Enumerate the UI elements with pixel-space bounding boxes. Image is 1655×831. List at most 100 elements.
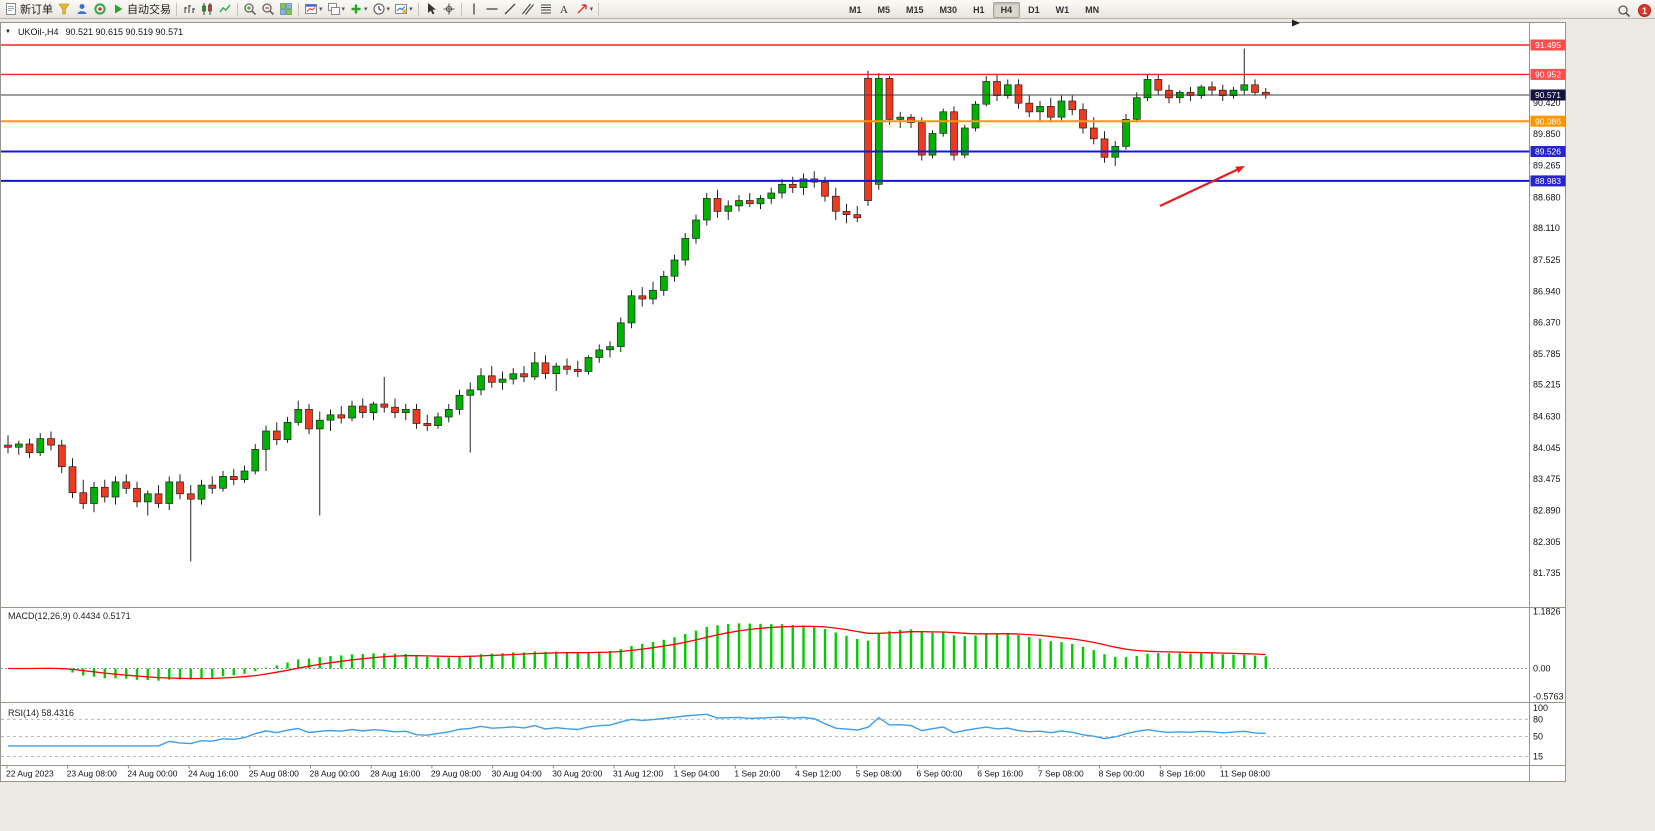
new-order-icon <box>4 2 18 16</box>
new-chart-button[interactable]: ▾ <box>302 1 325 18</box>
svg-text:1 Sep 20:00: 1 Sep 20:00 <box>734 769 780 779</box>
toolbar-separator <box>598 2 600 16</box>
channel-button[interactable] <box>519 1 537 18</box>
new-order-button[interactable]: 新订单 <box>2 1 55 18</box>
svg-text:24 Aug 16:00: 24 Aug 16:00 <box>188 769 238 779</box>
hline-icon <box>485 2 499 16</box>
svg-text:88.680: 88.680 <box>1533 192 1561 202</box>
svg-text:4 Sep 12:00: 4 Sep 12:00 <box>795 769 841 779</box>
favorites-button[interactable] <box>55 1 73 18</box>
chart-title: ▼ UKOil-,H4 90.521 90.615 90.519 90.571 <box>5 27 183 37</box>
svg-text:82.305: 82.305 <box>1533 537 1561 547</box>
templates-button[interactable]: ▾ <box>392 1 415 18</box>
svg-text:5 Sep 08:00: 5 Sep 08:00 <box>856 769 902 779</box>
favorites-icon <box>57 2 71 16</box>
chart-profiles-button[interactable]: ▾ <box>325 1 348 18</box>
profile-button[interactable] <box>73 1 91 18</box>
svg-text:0.00: 0.00 <box>1533 664 1551 674</box>
timeframe-h1[interactable]: H1 <box>973 5 985 15</box>
fibonacci-button[interactable] <box>537 1 555 18</box>
horizontal-line-button[interactable] <box>483 1 501 18</box>
cursor-button[interactable] <box>422 1 440 18</box>
price-lines-layer[interactable]: 91.495 90.952 90.571 90.086 89.526 88.983 <box>1 39 1566 187</box>
svg-text:22 Aug 2023: 22 Aug 2023 <box>6 769 54 779</box>
trendline-button[interactable] <box>501 1 519 18</box>
arrows-tool-button[interactable]: ▾ <box>573 1 596 18</box>
macd-panel: 1.1826 0.00 -0.5763 <box>1 606 1564 701</box>
svg-text:8 Sep 16:00: 8 Sep 16:00 <box>1159 769 1205 779</box>
toolbar-separator <box>417 2 419 16</box>
timeframe-mn[interactable]: MN <box>1085 5 1100 15</box>
templates-icon <box>394 2 408 16</box>
trend-arrow-annotation[interactable] <box>1159 166 1245 207</box>
search-button[interactable] <box>1615 2 1633 19</box>
community-button[interactable] <box>91 1 109 18</box>
autotrading-button-label: 自动交易 <box>127 4 171 16</box>
chevron-down-icon: ▾ <box>364 5 368 13</box>
periods-button[interactable]: ▾ <box>370 1 393 18</box>
svg-text:A: A <box>560 4 568 16</box>
svg-text:11 Sep 08:00: 11 Sep 08:00 <box>1220 769 1270 779</box>
channel-icon <box>521 2 535 16</box>
line-chart-button[interactable] <box>216 1 234 18</box>
toolbar-right-group: 1 <box>1615 2 1651 19</box>
vline-icon <box>467 2 481 16</box>
svg-text:31 Aug 12:00: 31 Aug 12:00 <box>613 769 663 779</box>
svg-text:1.1826: 1.1826 <box>1533 606 1561 616</box>
chevron-down-icon: ▾ <box>386 5 391 13</box>
candle-chart-button[interactable] <box>198 1 216 18</box>
svg-text:91.495: 91.495 <box>1535 40 1561 50</box>
timeframe-m15[interactable]: M15 <box>906 5 924 15</box>
svg-text:24 Aug 00:00: 24 Aug 00:00 <box>127 769 177 779</box>
vertical-line-button[interactable] <box>465 1 483 18</box>
profile-icon <box>75 2 89 16</box>
timeframe-m30[interactable]: M30 <box>939 5 958 15</box>
indicators-button[interactable]: ▾ <box>347 1 370 18</box>
toolbar-separator <box>237 2 238 16</box>
rsi-indicator-label: RSI(14) 58.4316 <box>8 708 75 718</box>
timeframe-d1[interactable]: D1 <box>1028 5 1040 15</box>
autotrading-button[interactable]: 自动交易 <box>109 1 173 18</box>
crosshair-button[interactable] <box>440 1 458 18</box>
timeframe-w1[interactable]: W1 <box>1055 5 1070 15</box>
periods-icon <box>372 2 386 16</box>
toolbar-separator <box>298 2 299 16</box>
svg-text:1 Sep 04:00: 1 Sep 04:00 <box>674 769 720 779</box>
svg-text:80: 80 <box>1533 714 1543 724</box>
zoom-in-button[interactable] <box>241 1 259 18</box>
chevron-down-icon: ▾ <box>319 5 323 13</box>
timeframe-m5[interactable]: M5 <box>877 5 891 15</box>
timeframe-m1[interactable]: M1 <box>849 5 862 15</box>
crosshair-icon <box>442 2 456 16</box>
new-chart-icon <box>304 2 318 16</box>
svg-text:90.420: 90.420 <box>1533 98 1561 108</box>
timeframe-h4[interactable]: H4 <box>992 2 1021 18</box>
chevron-down-icon: ▾ <box>409 5 413 13</box>
autotrading-icon <box>111 2 125 16</box>
tile-windows-button[interactable] <box>277 1 295 18</box>
svg-text:83.475: 83.475 <box>1533 474 1561 484</box>
svg-text:7 Sep 08:00: 7 Sep 08:00 <box>1038 769 1084 779</box>
zoom-out-icon <box>261 2 275 16</box>
candle-chart-icon <box>200 2 214 16</box>
svg-text:28 Aug 00:00: 28 Aug 00:00 <box>310 769 360 779</box>
svg-text:6 Sep 16:00: 6 Sep 16:00 <box>977 769 1023 779</box>
text-tool-button[interactable]: A <box>555 1 573 18</box>
chart-menu-icon[interactable]: ▼ <box>5 29 11 35</box>
svg-text:89.265: 89.265 <box>1533 161 1561 171</box>
notification-badge[interactable]: 1 <box>1638 4 1651 17</box>
svg-text:8 Sep 00:00: 8 Sep 00:00 <box>1099 769 1145 779</box>
toolbar-separator <box>460 2 462 16</box>
svg-text:84.630: 84.630 <box>1533 411 1561 421</box>
svg-text:100: 100 <box>1533 703 1548 713</box>
bar-chart-button[interactable] <box>180 1 198 18</box>
svg-text:25 Aug 08:00: 25 Aug 08:00 <box>249 769 299 779</box>
svg-text:88.110: 88.110 <box>1533 223 1560 233</box>
svg-text:89.850: 89.850 <box>1533 129 1561 139</box>
svg-text:28 Aug 16:00: 28 Aug 16:00 <box>370 769 420 779</box>
svg-text:90.571: 90.571 <box>1535 90 1561 100</box>
charts-list-icon <box>327 2 341 16</box>
svg-text:81.735: 81.735 <box>1533 568 1561 578</box>
zoom-out-button[interactable] <box>259 1 277 18</box>
